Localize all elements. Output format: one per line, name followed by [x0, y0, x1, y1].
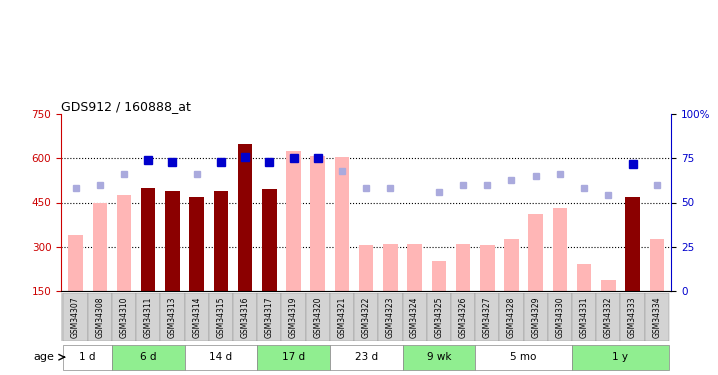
Text: GSM34308: GSM34308	[95, 296, 104, 338]
Bar	[475, 345, 572, 370]
Text: GSM34310: GSM34310	[119, 296, 129, 338]
Text: GSM34317: GSM34317	[265, 296, 274, 338]
Bar	[165, 191, 180, 291]
Text: 17 d: 17 d	[282, 352, 305, 362]
Text: GSM34313: GSM34313	[168, 296, 177, 338]
Bar	[407, 244, 422, 291]
Text: GSM34328: GSM34328	[507, 296, 516, 338]
Text: 5 mo: 5 mo	[510, 352, 537, 362]
Bar	[426, 292, 451, 341]
Bar	[596, 292, 620, 341]
Bar	[601, 280, 615, 291]
Text: GSM34307: GSM34307	[71, 296, 80, 338]
Bar	[185, 292, 209, 341]
Bar	[620, 292, 645, 341]
Text: 14 d: 14 d	[210, 352, 233, 362]
Bar	[500, 292, 523, 341]
Bar	[475, 292, 500, 341]
Text: GDS912 / 160888_at: GDS912 / 160888_at	[61, 100, 191, 113]
Text: GSM34321: GSM34321	[337, 296, 347, 338]
Bar	[451, 292, 475, 341]
Text: GSM34326: GSM34326	[459, 296, 467, 338]
Bar	[257, 292, 281, 341]
Bar	[330, 345, 403, 370]
Bar	[432, 261, 446, 291]
Text: 6 d: 6 d	[140, 352, 157, 362]
Bar	[112, 292, 136, 341]
Bar	[190, 196, 204, 291]
Text: GSM34334: GSM34334	[652, 296, 661, 338]
Text: GSM34331: GSM34331	[579, 296, 589, 338]
Bar	[383, 244, 398, 291]
Bar	[528, 214, 543, 291]
Text: GSM34329: GSM34329	[531, 296, 540, 338]
Text: 1 y: 1 y	[612, 352, 628, 362]
Bar	[286, 151, 301, 291]
Text: GSM34325: GSM34325	[434, 296, 443, 338]
Bar	[330, 292, 354, 341]
Text: GSM34332: GSM34332	[604, 296, 613, 338]
Text: 9 wk: 9 wk	[426, 352, 451, 362]
Bar	[93, 202, 107, 291]
Text: GSM34333: GSM34333	[628, 296, 637, 338]
Text: GSM34327: GSM34327	[482, 296, 492, 338]
Bar	[209, 292, 233, 341]
Bar	[262, 189, 276, 291]
Text: GSM34324: GSM34324	[410, 296, 419, 338]
Text: GSM34311: GSM34311	[144, 296, 153, 338]
Bar	[645, 292, 669, 341]
Text: GSM34314: GSM34314	[192, 296, 201, 338]
Bar	[359, 245, 373, 291]
Bar	[233, 292, 257, 341]
Bar	[310, 156, 325, 291]
Bar	[112, 345, 185, 370]
Text: GSM34330: GSM34330	[556, 296, 564, 338]
Bar	[238, 144, 252, 291]
Text: age: age	[33, 352, 54, 362]
Text: GSM34320: GSM34320	[313, 296, 322, 338]
Bar	[88, 292, 112, 341]
Bar	[354, 292, 378, 341]
Text: GSM34319: GSM34319	[289, 296, 298, 338]
Bar	[335, 157, 349, 291]
Bar	[572, 292, 596, 341]
Bar	[403, 345, 475, 370]
Text: GSM34315: GSM34315	[216, 296, 225, 338]
Text: GSM34316: GSM34316	[241, 296, 250, 338]
Bar	[480, 245, 495, 291]
Bar	[257, 345, 330, 370]
Bar	[548, 292, 572, 341]
Bar	[456, 244, 470, 291]
Bar	[117, 195, 131, 291]
Bar	[403, 292, 426, 341]
Bar	[136, 292, 160, 341]
Bar	[306, 292, 330, 341]
Bar	[378, 292, 403, 341]
Bar	[625, 196, 640, 291]
Text: GSM34323: GSM34323	[386, 296, 395, 338]
Bar	[185, 345, 257, 370]
Text: 23 d: 23 d	[355, 352, 378, 362]
Text: 1 d: 1 d	[80, 352, 96, 362]
Bar	[504, 239, 518, 291]
Bar	[160, 292, 185, 341]
Bar	[63, 292, 88, 341]
Bar	[141, 188, 156, 291]
Text: GSM34322: GSM34322	[362, 296, 370, 338]
Bar	[553, 209, 567, 291]
Bar	[68, 235, 83, 291]
Bar	[577, 264, 592, 291]
Bar	[523, 292, 548, 341]
Bar	[650, 239, 664, 291]
Bar	[281, 292, 306, 341]
Bar	[63, 345, 112, 370]
Bar	[572, 345, 669, 370]
Bar	[214, 191, 228, 291]
